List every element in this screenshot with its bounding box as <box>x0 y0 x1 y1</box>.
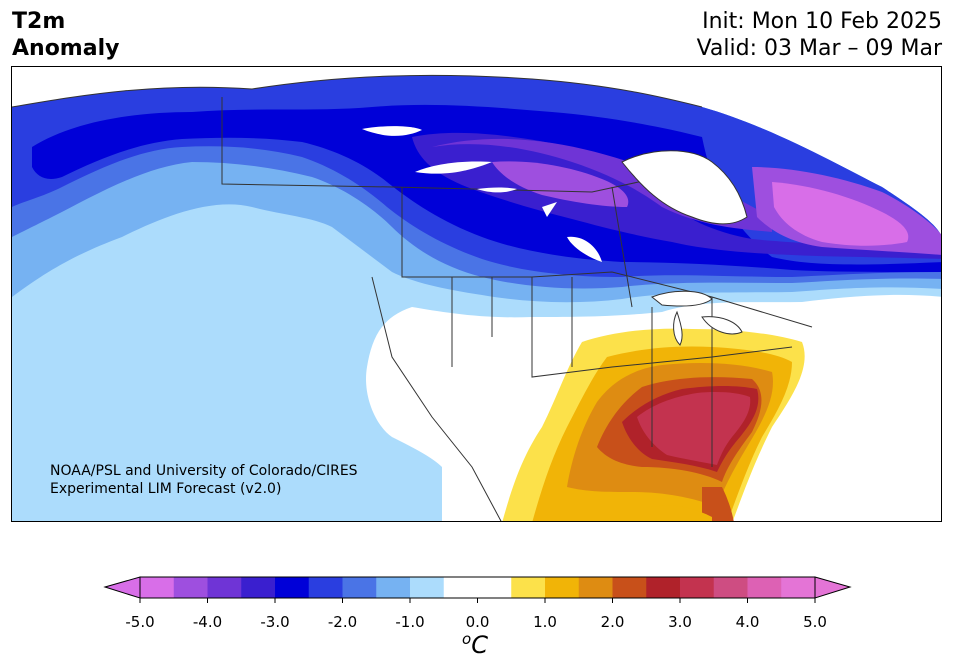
colorbar-cell <box>308 577 343 598</box>
colorbar-over-arrow <box>814 576 852 599</box>
colorbar-cells <box>140 577 816 598</box>
credit-line-1: NOAA/PSL and University of Colorado/CIRE… <box>50 463 358 479</box>
colorbar-cell <box>545 577 580 598</box>
valid-range: Valid: 03 Mar – 09 Mar <box>696 36 942 61</box>
colorbar-tick-label: 5.0 <box>803 613 827 631</box>
colorbar-ticks <box>139 598 816 603</box>
date-block: Init: Mon 10 Feb 2025 Valid: 03 Mar – 09… <box>697 8 942 62</box>
colorbar-cell <box>612 577 647 598</box>
map-canvas: NOAA/PSL and University of Colorado/CIRE… <box>12 74 941 521</box>
colorbar-cell <box>376 577 411 598</box>
init-date: Init: Mon 10 Feb 2025 <box>702 9 942 34</box>
colorbar-unit: oC <box>462 630 488 659</box>
colorbar-tick-label: 1.0 <box>533 613 557 631</box>
colorbar-tick-label: 4.0 <box>735 613 760 631</box>
colorbar-tick-label: -1.0 <box>395 613 425 631</box>
colorbar-cell <box>680 577 715 598</box>
interior-lakes <box>362 126 602 262</box>
colorbar-cell <box>241 577 276 598</box>
colorbar-cell <box>275 577 310 598</box>
colorbar-cell <box>511 577 546 598</box>
colorbar-tick-label: 3.0 <box>668 613 692 631</box>
colorbar-tick-label: -4.0 <box>192 613 223 631</box>
great-lakes <box>651 290 743 346</box>
colorbar-cell <box>713 577 748 598</box>
colorbar-cell <box>173 577 208 598</box>
colorbar-cell <box>781 577 816 598</box>
colorbar-cell <box>140 577 175 598</box>
title-variable-block: T2m Anomaly <box>12 8 119 62</box>
colorbar-tick-label: -2.0 <box>327 613 358 631</box>
colorbar-cell <box>443 577 478 598</box>
warm-anomaly-field <box>502 328 805 521</box>
colorbar-tick-label: -3.0 <box>260 613 290 631</box>
unit-degree: o <box>462 630 472 648</box>
colorbar-tick-label: 0.0 <box>465 613 490 631</box>
colorbar-under-arrow <box>103 576 141 599</box>
colorbar-tick-label: 2.0 <box>600 613 625 631</box>
colorbar-cell <box>207 577 242 598</box>
product-name: Anomaly <box>12 36 120 61</box>
hudson-bay <box>621 150 748 225</box>
variable-name: T2m <box>12 9 66 34</box>
colorbar-cell <box>747 577 782 598</box>
credit-line-2: Experimental LIM Forecast (v2.0) <box>50 481 281 497</box>
colorbar <box>103 576 852 603</box>
anomaly-map: NOAA/PSL and University of Colorado/CIRE… <box>11 66 942 522</box>
unit-letter: C <box>471 631 488 659</box>
colorbar-cell <box>578 577 613 598</box>
colorbar-tick-label: -5.0 <box>125 613 155 631</box>
colorbar-cell <box>410 577 445 598</box>
colorbar-cell <box>646 577 681 598</box>
colorbar-cell <box>477 577 512 598</box>
colorbar-cell <box>342 577 377 598</box>
cold-anomaly-field <box>12 75 941 521</box>
